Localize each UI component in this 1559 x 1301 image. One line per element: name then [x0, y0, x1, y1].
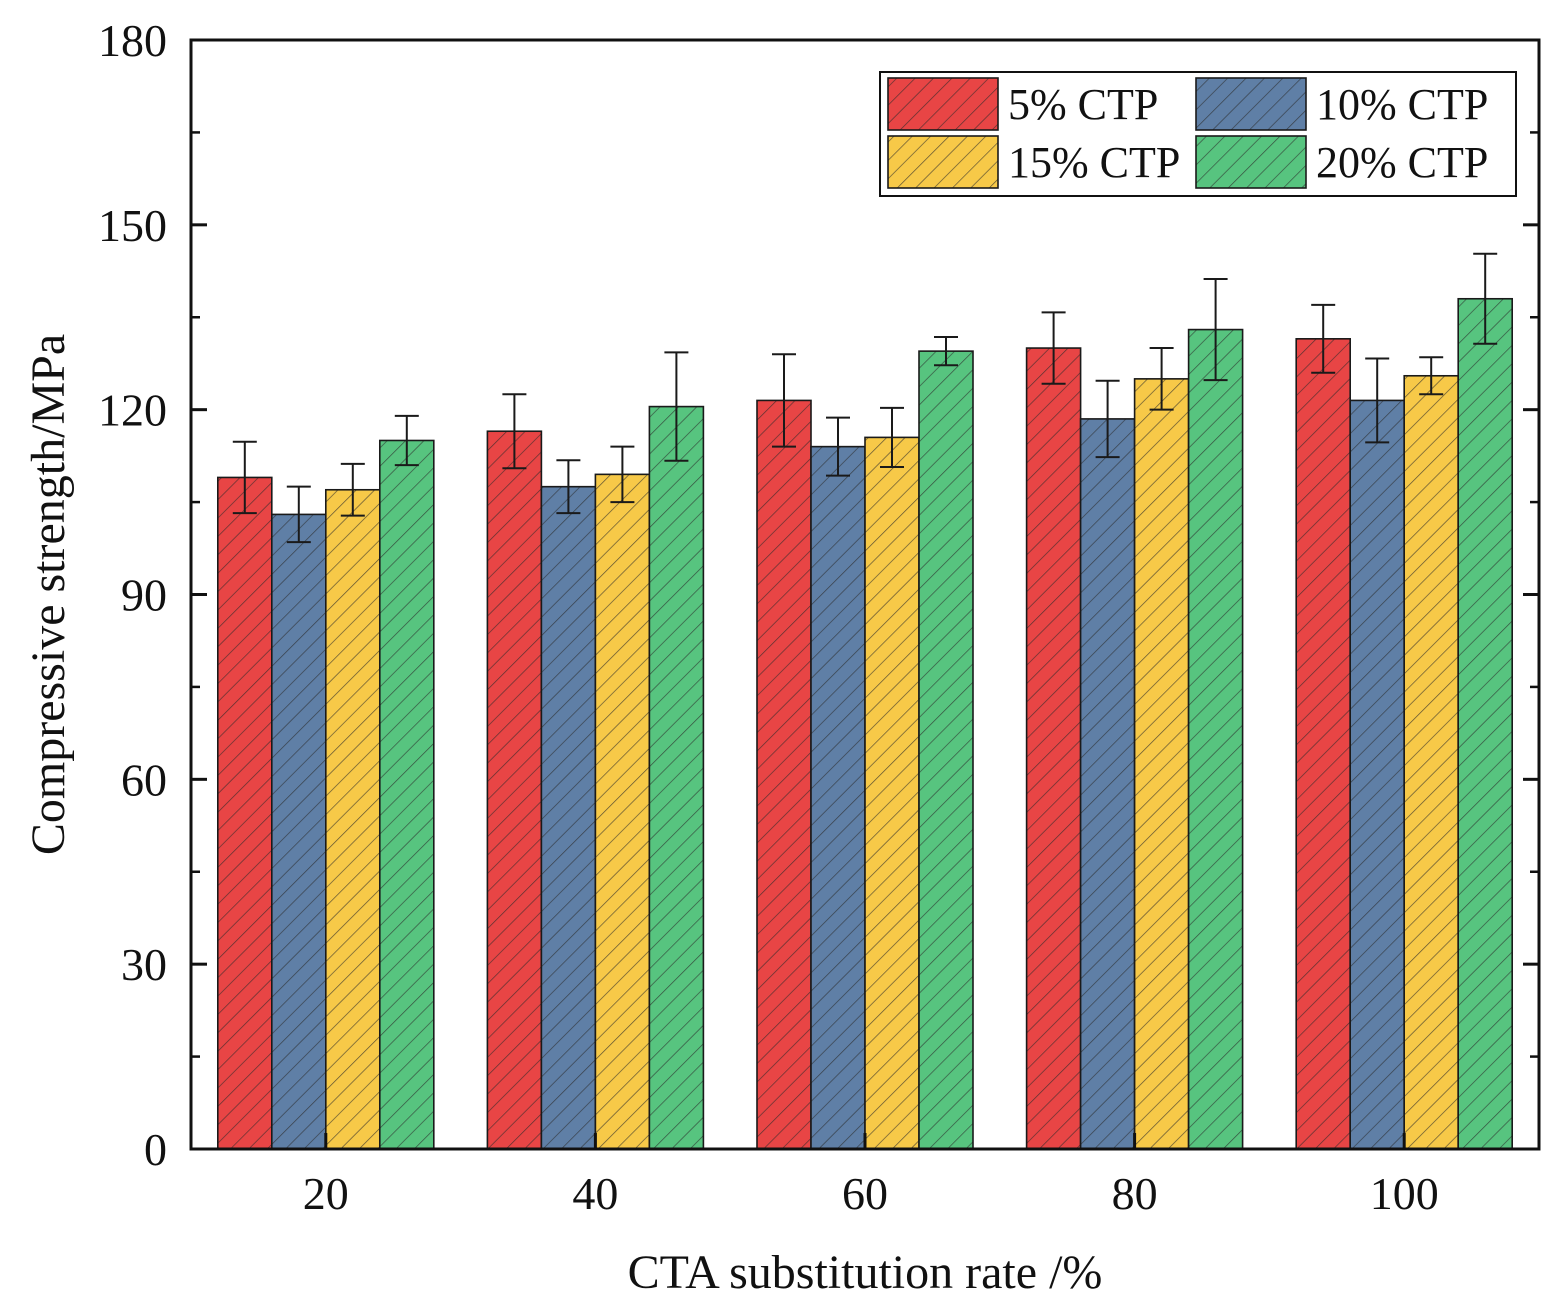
legend-label: 20% CTP	[1316, 138, 1488, 187]
bar-10-ctp-60	[810, 445, 866, 1150]
bar-5-ctp-20	[217, 476, 273, 1150]
y-axis-title: Compressive strength/MPa	[22, 334, 75, 855]
bar-20-ctp-40	[648, 405, 705, 1150]
legend-swatch	[887, 135, 999, 189]
x-tick-label: 20	[303, 1168, 349, 1219]
bars-layer	[217, 297, 1513, 1150]
y-tick-label: 60	[121, 754, 167, 805]
error-bar	[1311, 303, 1336, 374]
bar-20-ctp-100	[1457, 297, 1513, 1150]
legend-swatch	[1195, 77, 1307, 131]
bar-10-ctp-80	[1079, 418, 1136, 1150]
error-bar	[502, 393, 527, 470]
error-bar	[1365, 357, 1390, 444]
legend-label: 10% CTP	[1316, 80, 1488, 129]
bar-10-ctp-20	[270, 513, 327, 1150]
bar-15-ctp-80	[1133, 378, 1190, 1150]
legend-label: 15% CTP	[1008, 138, 1180, 187]
error-bar	[1419, 356, 1444, 396]
error-bar	[1473, 252, 1498, 345]
error-bar	[772, 353, 796, 448]
legend-swatch	[887, 77, 999, 131]
error-bar	[394, 414, 419, 467]
y-tick-label: 0	[144, 1124, 167, 1175]
y-tick-label: 180	[98, 15, 167, 66]
bar-20-ctp-20	[378, 439, 435, 1150]
x-tick-label: 100	[1370, 1168, 1439, 1219]
axes-layer: 0 30 60 90 120 150 180 20 40 60 80 100	[98, 15, 1541, 1219]
error-bar	[232, 440, 257, 515]
x-tick-label: 60	[842, 1168, 888, 1219]
error-bar	[340, 462, 365, 517]
error-bar	[610, 445, 635, 504]
bar-15-ctp-40	[594, 473, 651, 1150]
x-axis-title: CTA substitution rate /%	[628, 1246, 1103, 1299]
bar-20-ctp-60	[918, 350, 974, 1150]
bar-15-ctp-100	[1403, 374, 1459, 1150]
error-bar	[286, 485, 311, 544]
error-bar	[1203, 278, 1228, 382]
error-bar	[664, 351, 689, 462]
y-tick-label: 120	[98, 385, 167, 436]
legend: 5% CTP 10% CTP 15% CTP 20% CTP	[879, 71, 1517, 197]
bar-15-ctp-60	[864, 436, 920, 1150]
legend-label: 5% CTP	[1008, 80, 1158, 129]
y-tick-label: 90	[121, 570, 167, 621]
bar-10-ctp-100	[1349, 399, 1405, 1150]
error-bar	[1041, 311, 1066, 385]
y-tick-label: 30	[121, 939, 167, 990]
bar-5-ctp-60	[756, 399, 812, 1150]
error-bars-layer	[232, 252, 1498, 544]
error-bar	[556, 459, 581, 515]
bar-5-ctp-80	[1025, 347, 1082, 1150]
bar-20-ctp-80	[1187, 328, 1244, 1150]
error-bar	[1095, 379, 1120, 459]
legend-swatch	[1195, 135, 1307, 189]
error-bar	[1149, 347, 1174, 411]
bar-5-ctp-100	[1295, 338, 1351, 1150]
error-bar	[934, 335, 958, 367]
bar-5-ctp-40	[486, 430, 543, 1150]
bar-10-ctp-40	[540, 485, 597, 1150]
error-bar	[880, 406, 904, 468]
x-tick-label: 80	[1112, 1168, 1158, 1219]
x-tick-label: 40	[572, 1168, 618, 1219]
error-bar	[826, 416, 850, 477]
bar-15-ctp-20	[324, 488, 381, 1150]
y-tick-label: 150	[98, 200, 167, 251]
